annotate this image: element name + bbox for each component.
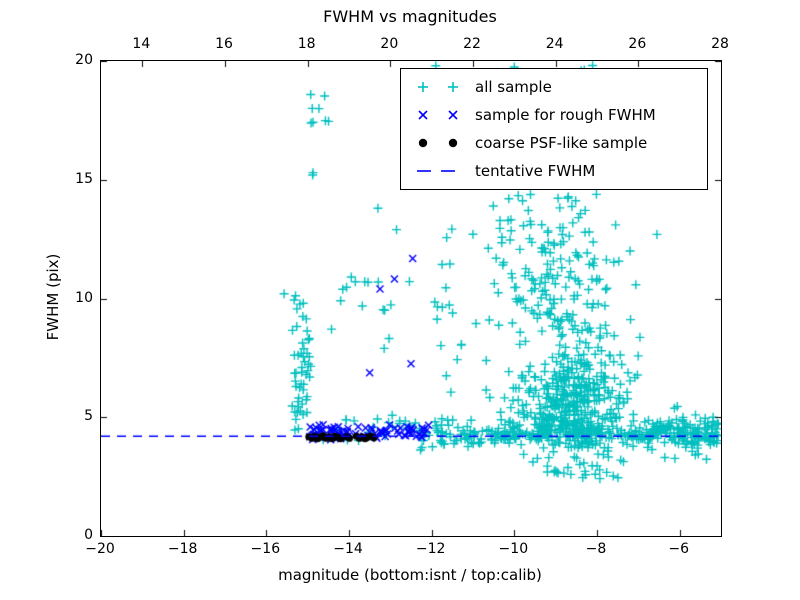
legend-label: tentative FWHM: [475, 162, 596, 180]
y-axis-label: FWHM (pix): [44, 253, 62, 341]
x-tick-label-top: 26: [628, 36, 647, 52]
y-tick-label: 0: [84, 527, 93, 543]
x-tick-label-top: 28: [711, 36, 729, 52]
x-axis-label: magnitude (bottom:isnt / top:calib): [278, 566, 542, 584]
x-tick-label-bottom: −12: [415, 541, 446, 557]
y-tick-label: 10: [75, 289, 93, 306]
legend-item-tentative-fwhm: tentative FWHM: [413, 158, 707, 184]
x-tick-label-bottom: −16: [250, 541, 281, 557]
legend-item-rough-fwhm: sample for rough FWHM: [413, 102, 707, 128]
legend-item-all-sample: all sample: [413, 74, 707, 100]
legend-label: coarse PSF-like sample: [475, 134, 648, 152]
y-tick-label: 15: [75, 170, 93, 187]
y-tick-label: 20: [75, 52, 93, 68]
legend-label: sample for rough FWHM: [475, 106, 656, 124]
x-tick-label-bottom: −6: [668, 541, 689, 557]
x-tick-label-top: 22: [463, 36, 481, 52]
chart-title: FWHM vs magnitudes: [323, 7, 497, 26]
x-tick-label-top: 24: [545, 36, 564, 52]
x-tick-label-top: 18: [297, 36, 316, 52]
x-tick-label-bottom: −18: [167, 541, 198, 557]
x-marker-icon: [413, 106, 469, 124]
dashed-line-marker-icon: [413, 162, 469, 180]
legend: all sample sample for rough FWHM coarse …: [400, 68, 708, 190]
x-tick-label-bottom: −20: [85, 541, 115, 557]
x-tick-label-bottom: −10: [498, 541, 529, 557]
x-tick-label-top: 16: [215, 36, 233, 52]
legend-label: all sample: [475, 78, 552, 96]
x-tick-label-bottom: −8: [585, 541, 607, 557]
x-tick-label-top: 14: [132, 36, 151, 52]
legend-item-coarse-psf: coarse PSF-like sample: [413, 130, 707, 156]
y-tick-label: 5: [84, 408, 93, 425]
x-tick-label-top: 20: [380, 36, 399, 52]
x-tick-label-bottom: −14: [333, 541, 363, 557]
plus-marker-icon: [413, 78, 469, 96]
dot-marker-icon: [413, 134, 469, 152]
